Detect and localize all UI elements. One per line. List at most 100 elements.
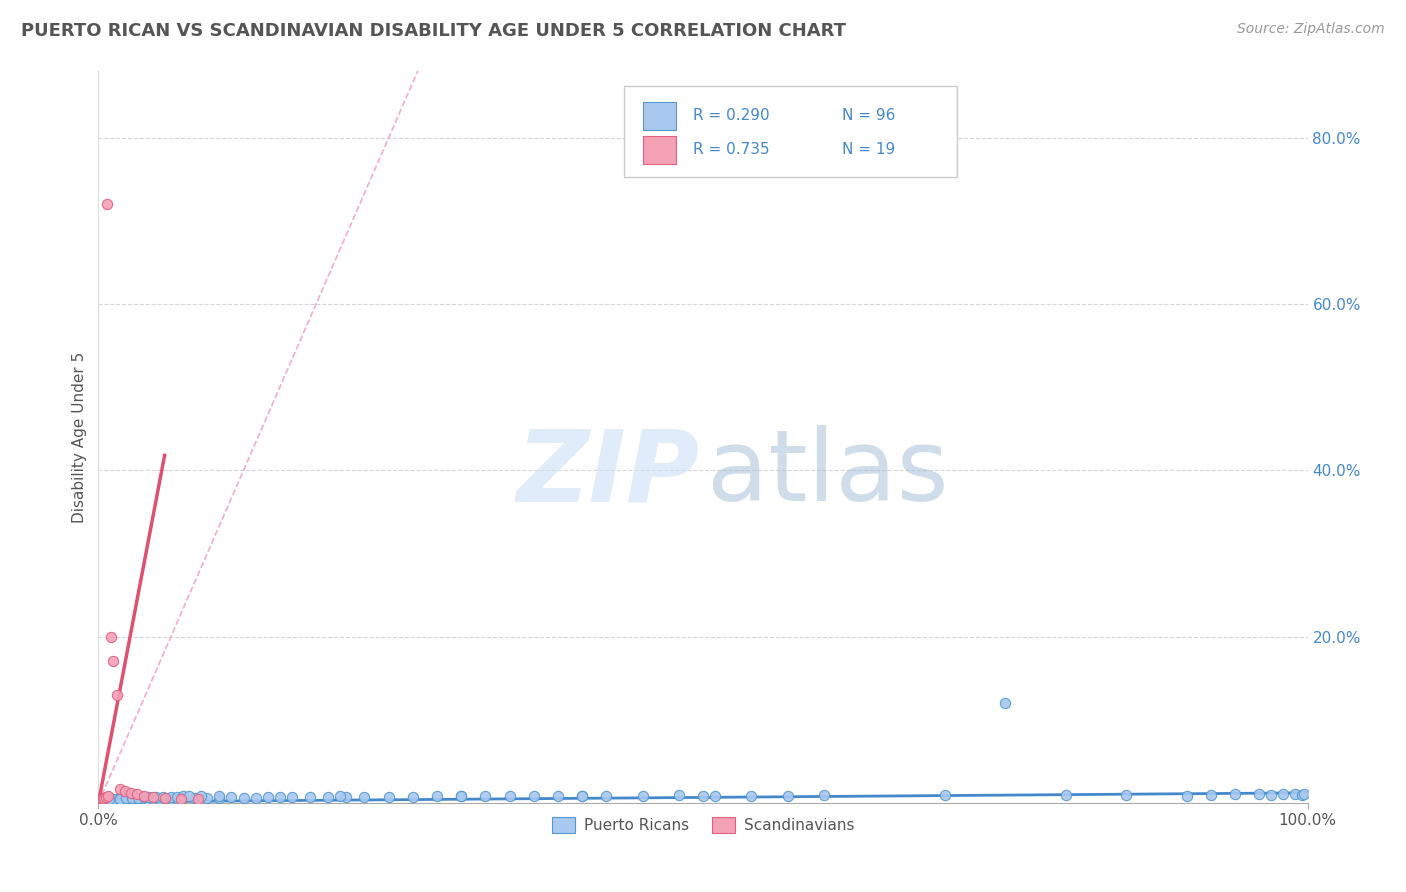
Point <box>1249 788 1271 802</box>
Point <box>114 784 136 798</box>
Text: N = 96: N = 96 <box>842 109 896 123</box>
Point <box>335 789 357 804</box>
Point <box>1199 789 1222 803</box>
Point <box>91 794 114 808</box>
Point <box>1291 789 1313 803</box>
Point <box>111 791 134 805</box>
Point <box>91 791 114 805</box>
Point <box>166 789 188 804</box>
Point <box>121 790 143 805</box>
Point <box>245 790 267 805</box>
Point <box>595 789 617 804</box>
Point <box>450 789 472 804</box>
Point <box>1260 789 1282 803</box>
Point <box>98 793 121 807</box>
Point <box>127 788 149 802</box>
Point <box>134 789 156 804</box>
Point <box>93 793 115 807</box>
Point <box>103 794 125 808</box>
Point <box>100 791 122 805</box>
Point <box>1292 788 1315 802</box>
Point <box>692 789 714 804</box>
Point <box>96 197 118 211</box>
Point <box>1115 789 1137 803</box>
Point <box>129 790 152 805</box>
Point <box>93 792 115 806</box>
Point <box>101 791 124 805</box>
Point <box>148 791 170 805</box>
Text: R = 0.290: R = 0.290 <box>693 109 770 123</box>
Point <box>97 792 120 806</box>
Point <box>91 793 114 807</box>
Point <box>120 786 142 800</box>
Point <box>169 791 191 805</box>
Point <box>160 791 183 805</box>
Point <box>571 789 593 804</box>
Point <box>269 789 291 804</box>
Point <box>172 790 194 805</box>
Point <box>208 789 231 804</box>
FancyBboxPatch shape <box>643 136 676 163</box>
Point <box>571 789 593 804</box>
Point <box>105 688 128 702</box>
Point <box>94 793 117 807</box>
Point <box>166 791 188 805</box>
Point <box>152 789 174 804</box>
Point <box>190 789 212 804</box>
Point <box>329 789 352 804</box>
Point <box>93 790 115 805</box>
Legend: Puerto Ricans, Scandinavians: Puerto Ricans, Scandinavians <box>546 811 860 839</box>
Point <box>1175 789 1198 804</box>
Point <box>1272 788 1295 802</box>
Point <box>353 789 375 804</box>
Text: N = 19: N = 19 <box>842 142 896 157</box>
Point <box>426 789 449 804</box>
Point <box>740 789 762 804</box>
Point <box>108 781 131 796</box>
Point <box>127 792 149 806</box>
Point <box>90 793 112 807</box>
Text: ZIP: ZIP <box>516 425 699 522</box>
Point <box>131 792 153 806</box>
Point <box>153 791 176 805</box>
Point <box>704 789 727 804</box>
Point <box>100 793 122 807</box>
Point <box>256 789 278 804</box>
Point <box>138 789 160 804</box>
Point <box>134 789 156 804</box>
Point <box>232 790 254 805</box>
Point <box>172 789 194 804</box>
Point <box>94 794 117 808</box>
Point <box>118 792 141 806</box>
Point <box>142 789 165 804</box>
Point <box>299 789 322 804</box>
Point <box>100 630 122 644</box>
Point <box>107 792 129 806</box>
Point <box>221 789 243 804</box>
Point <box>474 789 496 804</box>
Point <box>208 790 231 805</box>
Point <box>97 789 120 804</box>
Point <box>135 791 157 805</box>
Point <box>187 792 209 806</box>
Text: R = 0.735: R = 0.735 <box>693 142 770 157</box>
Point <box>97 792 120 806</box>
Point <box>91 792 114 806</box>
Point <box>195 790 218 805</box>
Point <box>105 791 128 805</box>
Point <box>547 789 569 804</box>
Point <box>160 789 183 804</box>
Point <box>98 792 121 806</box>
Point <box>101 655 124 669</box>
Point <box>108 791 131 805</box>
Point <box>631 789 654 804</box>
Point <box>142 792 165 806</box>
Text: Source: ZipAtlas.com: Source: ZipAtlas.com <box>1237 22 1385 37</box>
Point <box>498 789 520 804</box>
Point <box>110 793 132 807</box>
Point <box>994 696 1017 710</box>
Point <box>523 789 546 804</box>
Point <box>94 789 117 804</box>
Point <box>450 789 472 804</box>
Point <box>121 792 143 806</box>
